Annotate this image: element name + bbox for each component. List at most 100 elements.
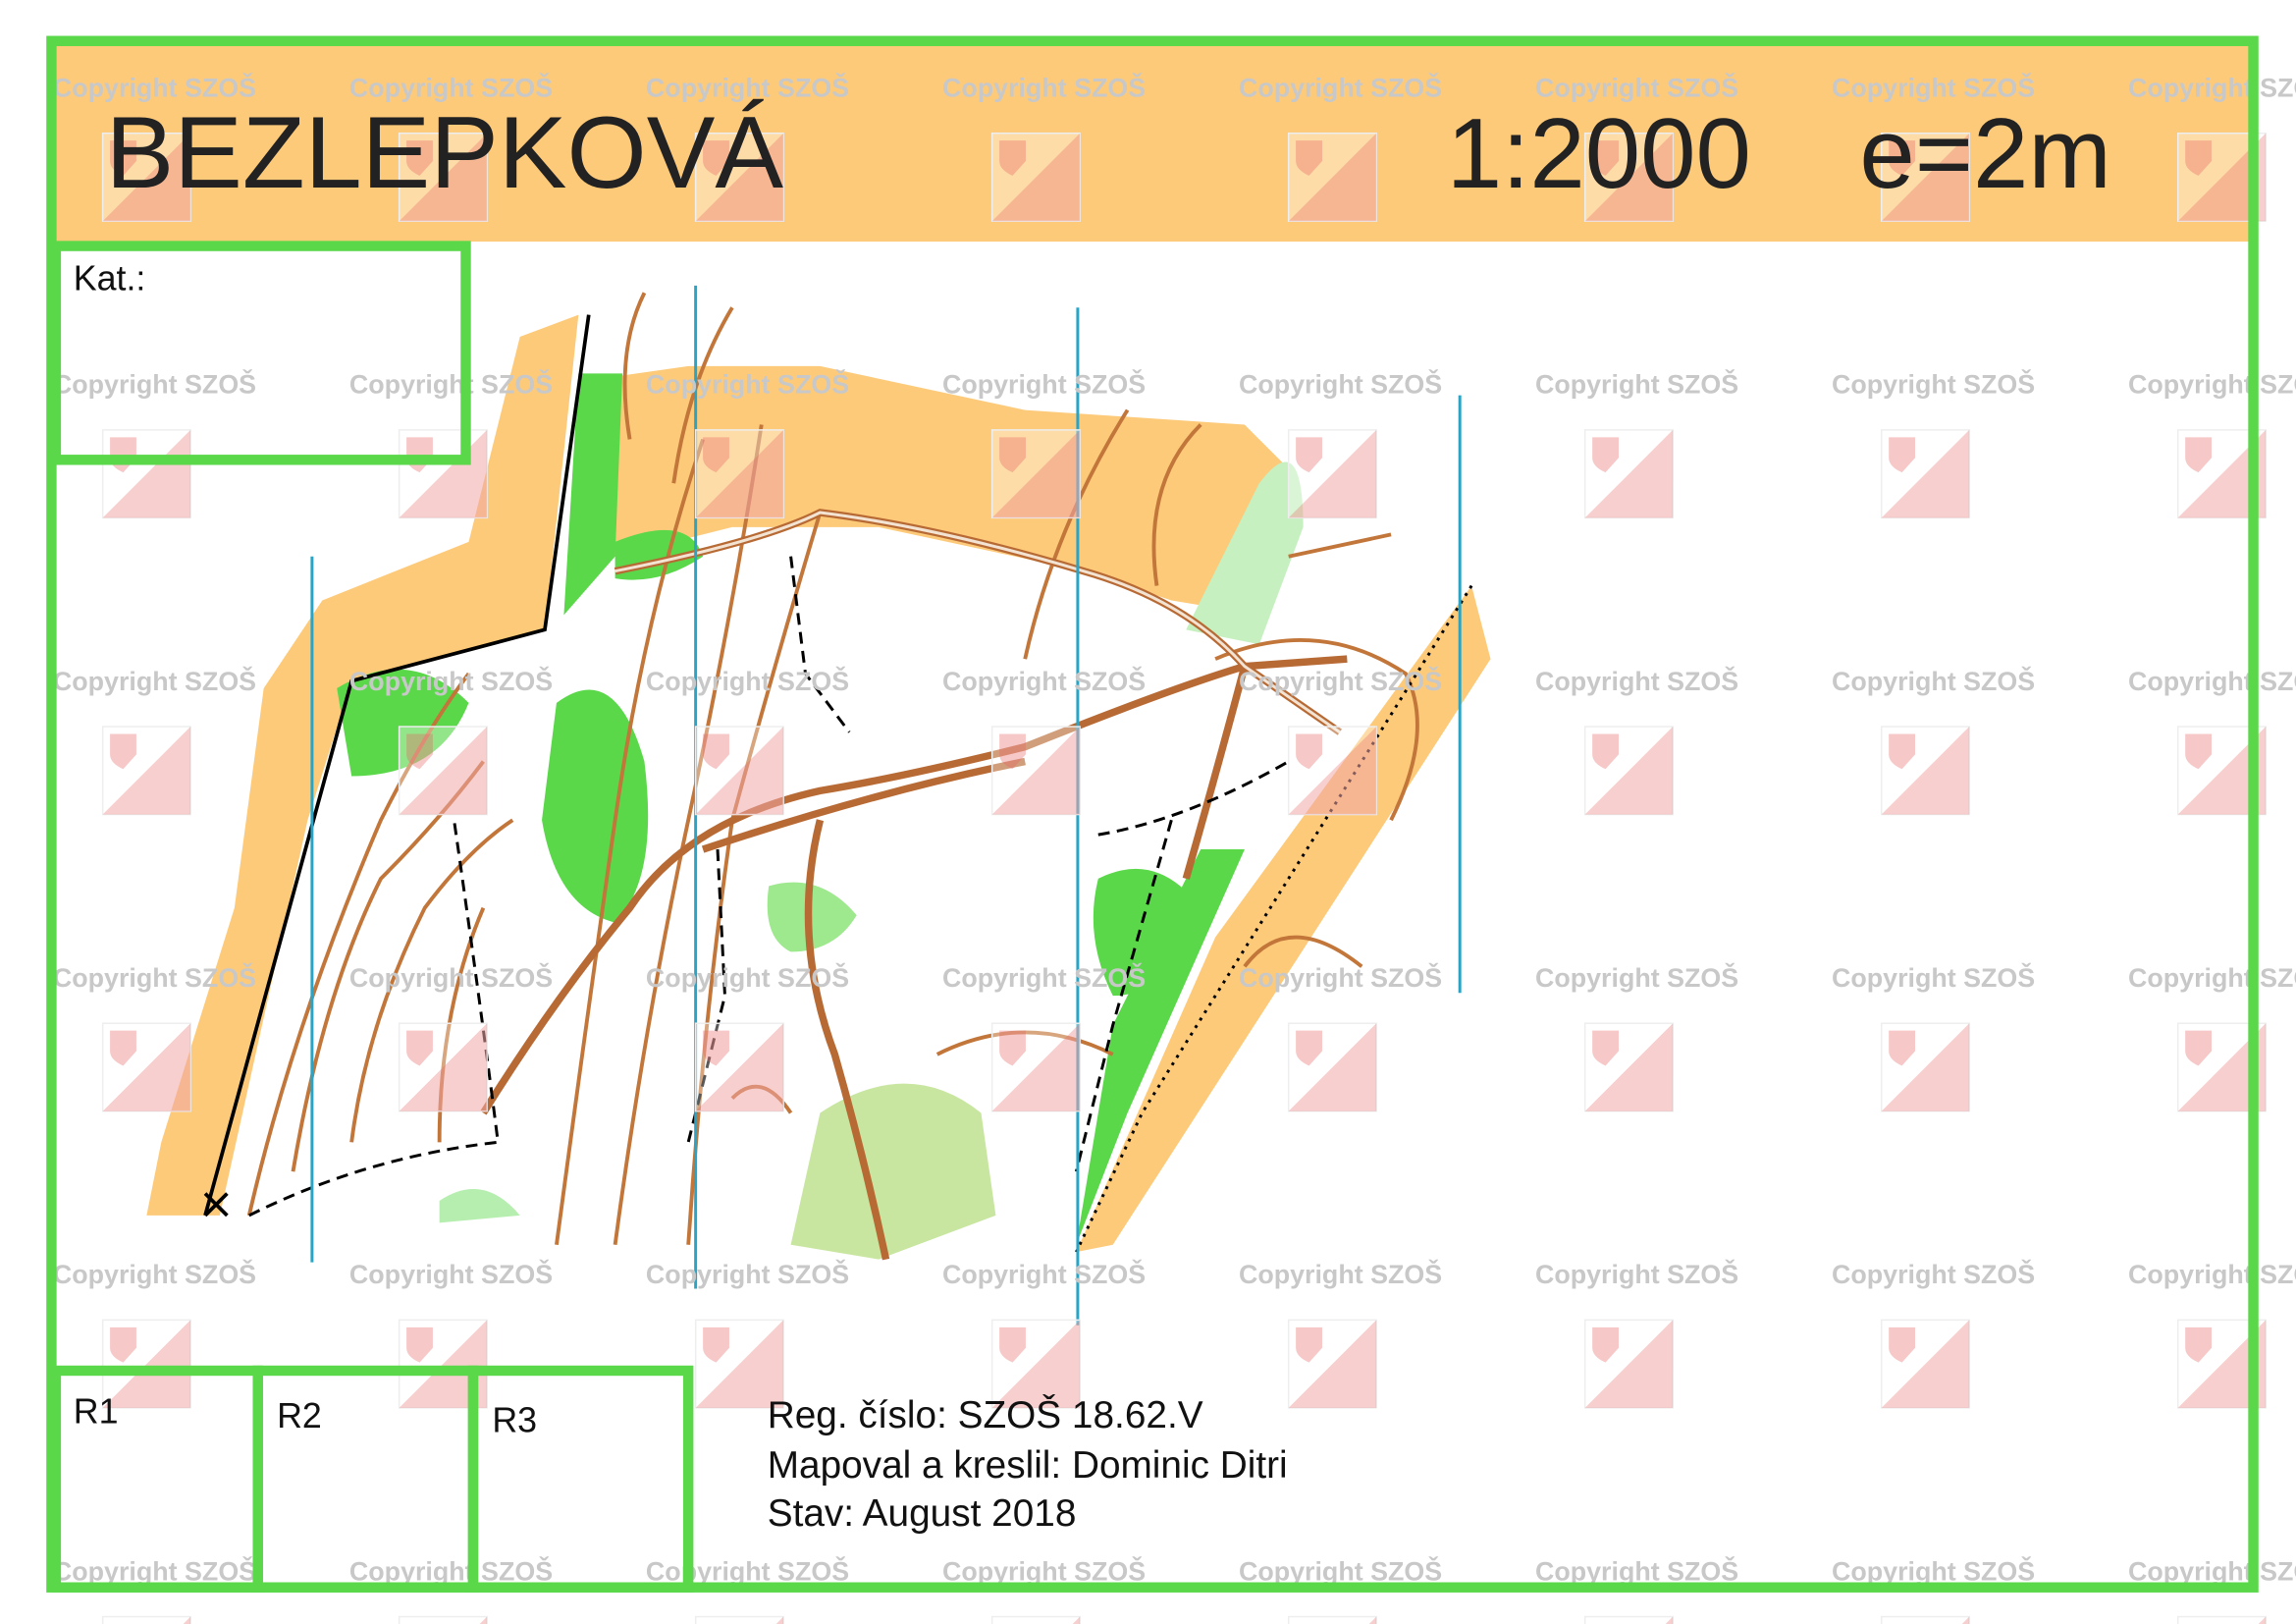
watermark-logo	[1583, 1022, 1674, 1112]
watermark-text: Copyright SZOŠ	[646, 1555, 849, 1586]
watermark-logo	[1296, 733, 1322, 770]
frame	[46, 35, 2259, 1593]
watermark-logo	[406, 733, 433, 770]
watermark-text: Copyright SZOŠ	[942, 369, 1146, 400]
watermark-logo	[694, 1615, 784, 1624]
open-land	[1076, 585, 1491, 1253]
watermark-text: Copyright SZOŠ	[1832, 369, 2035, 400]
watermark-text: Copyright SZOŠ	[1239, 962, 1442, 993]
watermark-logo	[398, 132, 488, 222]
watermark-logo	[101, 1319, 191, 1409]
vegetation	[337, 669, 469, 777]
watermark-logo	[1889, 140, 1916, 176]
watermark-text: Copyright SZOŠ	[53, 666, 256, 696]
vegetation	[563, 373, 623, 616]
watermark-logo	[1665, 1616, 1674, 1624]
watermark-logo	[102, 429, 191, 518]
watermark-logo	[1287, 1022, 1377, 1112]
undergrowth	[790, 1083, 996, 1260]
watermark-text: Copyright SZOŠ	[1239, 666, 1442, 696]
r3-box	[467, 1365, 694, 1593]
watermark-logo	[101, 132, 191, 222]
vegetation	[542, 689, 649, 923]
watermark-logo	[1880, 429, 1970, 519]
watermark-logo	[999, 437, 1026, 473]
header-band	[52, 43, 2256, 243]
watermark-text: Copyright SZOŠ	[942, 1555, 1146, 1586]
watermark-logo	[1287, 1319, 1377, 1409]
watermark-logo	[110, 1326, 136, 1363]
watermark-text: Copyright SZOŠ	[1832, 1555, 2035, 1586]
watermark-text: Copyright SZOŠ	[53, 369, 256, 400]
watermark-logo	[1584, 429, 1674, 518]
watermark-text: Copyright SZOŠ	[1535, 1259, 1738, 1289]
watermark-logo	[2177, 133, 2267, 222]
watermark-text: Copyright SZOŠ	[942, 1259, 1146, 1289]
watermark-logo	[2176, 1615, 2267, 1624]
watermark-logo	[2177, 727, 2267, 815]
watermark-text: Copyright SZOŠ	[1239, 369, 1442, 400]
watermark-logo	[1287, 726, 1377, 816]
watermark-text: Copyright SZOŠ	[942, 666, 1146, 696]
watermark-logo	[398, 1022, 488, 1112]
watermark-logo	[990, 726, 1081, 816]
paths	[248, 509, 1348, 1261]
boundaries	[203, 314, 1473, 1253]
watermark-logo	[694, 429, 784, 519]
watermark-text: Copyright SZOŠ	[2128, 962, 2296, 993]
watermark-logo	[1296, 1030, 1322, 1066]
watermark-logo	[1592, 733, 1619, 770]
watermark-text: Copyright SZOŠ	[1535, 72, 1738, 102]
watermark-logo	[694, 132, 784, 222]
category-label: Kat.:	[74, 258, 146, 298]
watermark-logo	[399, 133, 488, 222]
watermark-logo	[101, 1615, 191, 1624]
open-land	[146, 314, 579, 1216]
watermark-logo	[1961, 1616, 1970, 1624]
watermark-text: Copyright SZOŠ	[349, 962, 553, 993]
watermark-text: Copyright SZOŠ	[2128, 72, 2296, 102]
watermark-text: Copyright SZOŠ	[646, 369, 849, 400]
watermark-logo	[398, 1615, 488, 1624]
watermark-logo	[479, 1616, 488, 1624]
watermark-logo	[1287, 1615, 1377, 1624]
watermark-logo	[1889, 437, 1916, 473]
watermark-text: Copyright SZOŠ	[646, 962, 849, 993]
watermark-logo	[1583, 1319, 1674, 1409]
watermark-logo	[1881, 1023, 1970, 1111]
vegetation	[439, 1189, 520, 1223]
watermark-logo	[1889, 1030, 1916, 1066]
category-box	[50, 241, 471, 465]
watermark-text: Copyright SZOŠ	[2128, 1259, 2296, 1289]
watermark-logo	[2185, 140, 2213, 176]
watermark-logo	[102, 727, 191, 815]
watermark-logo	[1583, 726, 1674, 816]
watermark-logo	[694, 726, 784, 816]
watermark-text: Copyright SZOŠ	[53, 1555, 256, 1586]
watermark-logo	[2177, 429, 2267, 518]
watermark-logo	[406, 140, 433, 176]
watermark-text: Copyright SZOŠ	[53, 72, 256, 102]
watermark-logo	[1592, 1326, 1619, 1363]
watermark-logo	[703, 1030, 729, 1066]
watermark-logo	[1287, 429, 1377, 519]
watermark-logo	[1287, 132, 1377, 222]
watermark-logo	[1881, 133, 1970, 222]
watermark-logo	[1584, 1023, 1674, 1111]
watermark-logo	[1296, 1326, 1322, 1363]
watermark-text: Copyright SZOŠ	[1239, 72, 1442, 102]
map-scale: 1:2000	[1447, 98, 1751, 209]
watermark-text: Copyright SZOŠ	[942, 72, 1146, 102]
watermark-text: Copyright SZOŠ	[646, 1259, 849, 1289]
watermark-logo	[2185, 437, 2213, 473]
watermark-text: Copyright SZOŠ	[1535, 369, 1738, 400]
watermark-logo	[999, 140, 1026, 176]
watermark-logo	[695, 429, 784, 518]
watermark-logo	[102, 133, 191, 222]
watermark-text: Copyright SZOŠ	[1832, 1259, 2035, 1289]
watermark-logo	[110, 140, 136, 176]
watermark-text: Copyright SZOŠ	[1535, 1555, 1738, 1586]
watermark-logo	[1889, 733, 1916, 770]
watermark-logo	[2185, 1030, 2213, 1066]
